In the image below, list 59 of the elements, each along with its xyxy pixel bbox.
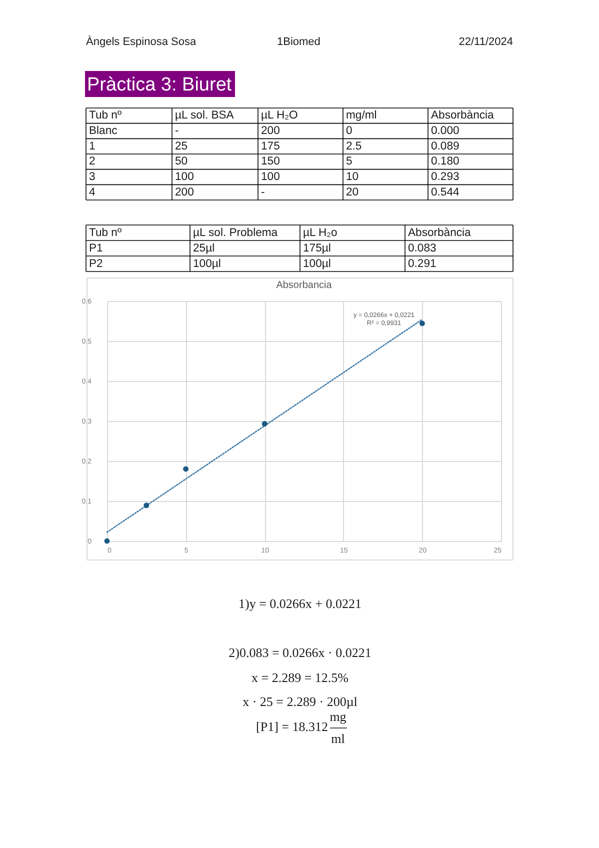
text: mg — [330, 709, 347, 724]
text: 100µl — [303, 258, 331, 270]
text: 1Biomed — [277, 36, 320, 48]
text: 100µl — [193, 258, 221, 270]
text: 22/11/2024 — [458, 36, 513, 48]
text: Absorbància — [431, 110, 495, 122]
text: x · 25 = 2.289 · 200µl — [242, 694, 358, 709]
text: 0 — [346, 125, 352, 137]
point — [183, 466, 189, 472]
text: Tub nº — [89, 110, 122, 122]
point — [104, 538, 110, 544]
text: 50 — [175, 156, 188, 168]
text: 4 — [89, 186, 96, 198]
text: Blanc — [89, 125, 118, 137]
text: 5 — [346, 156, 352, 168]
text: Pràctica 3: Biuret — [87, 74, 232, 96]
text: 150 — [261, 156, 280, 168]
text: [P1] = 18.312 — [256, 719, 328, 734]
text: 2 — [89, 156, 96, 168]
text: µL sol. BSA — [175, 110, 234, 122]
text: - — [261, 186, 265, 198]
text: 0.083 — [408, 242, 436, 254]
text: 25 — [175, 140, 188, 152]
text: 2.5 — [346, 140, 362, 152]
text: µL H₂o — [303, 226, 338, 239]
point — [419, 320, 425, 326]
text: 25µl — [193, 242, 215, 254]
text: 2)0.083 = 0.0266x · 0.0221 — [228, 645, 372, 660]
text: Àngels Espinosa Sosa — [86, 35, 197, 48]
text: ml — [331, 731, 346, 746]
point — [262, 421, 268, 427]
text: 1)y = 0.0266x + 0.0221 — [238, 596, 362, 611]
text: - — [175, 125, 179, 137]
text: 100 — [261, 171, 280, 183]
text: 0.291 — [408, 258, 436, 270]
chart-title: Absorbancia — [276, 280, 332, 291]
text: 1 — [89, 140, 96, 152]
text: Tub nº — [89, 226, 122, 239]
text: 0.293 — [431, 171, 460, 183]
text: 200 — [261, 125, 280, 137]
text: 0.089 — [431, 140, 460, 152]
text: mg/ml — [346, 110, 377, 122]
text: µL sol. Problema — [193, 226, 278, 239]
text: 20 — [346, 186, 359, 198]
text: 175 — [261, 140, 280, 152]
text: 175µl — [303, 242, 331, 254]
text: x = 2.289 = 12.5% — [252, 670, 349, 685]
text: µL H₂O — [261, 110, 298, 122]
text: 100 — [175, 171, 194, 183]
text: 0.544 — [431, 186, 460, 198]
text: 10 — [346, 171, 359, 183]
text: 0.180 — [431, 156, 460, 168]
text: 0.000 — [431, 125, 460, 137]
text: 200 — [175, 186, 194, 198]
text: P2 — [89, 258, 103, 270]
text: Absorbància — [408, 226, 472, 239]
text: P1 — [89, 242, 103, 254]
point — [144, 502, 150, 508]
text: 3 — [89, 171, 96, 183]
